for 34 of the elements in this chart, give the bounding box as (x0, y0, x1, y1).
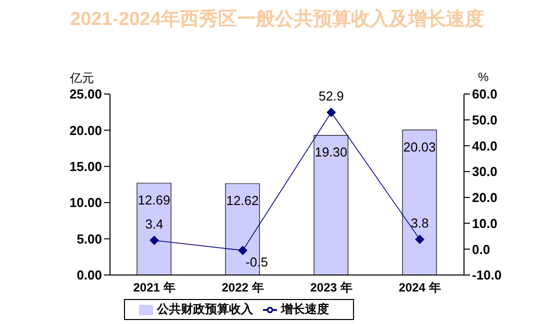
y-tick-label: 15.00 (69, 159, 102, 174)
y-tick-label: 5.00 (76, 231, 102, 246)
x-tick-label: 2021 年 (133, 280, 176, 295)
data-label: 19.30 (314, 144, 348, 160)
y2-tick-label: 20.0 (472, 190, 498, 206)
x-tick-label: 2024 年 (398, 280, 441, 295)
legend-label: 增长速度 (281, 302, 329, 316)
data-label: 3.8 (410, 215, 429, 230)
y-tick-label: 10.00 (69, 195, 102, 210)
point (326, 108, 336, 117)
y2-tick-label: 10.0 (472, 216, 498, 231)
y2-tick-label: 40.0 (472, 138, 498, 154)
y2-tick-label: 30.0 (472, 164, 498, 180)
y2-tick-label: 50.0 (472, 112, 498, 128)
y2-tick-label: 0.0 (472, 242, 490, 257)
x-tick-label: 2023 年 (310, 280, 352, 295)
point (238, 246, 248, 255)
data-label: 12.62 (226, 193, 259, 208)
y-tick-label: 0.00 (76, 268, 102, 283)
data-label: 20.03 (403, 139, 436, 154)
point (150, 236, 159, 245)
y2-tick-label: -10.0 (472, 268, 502, 283)
data-label: 12.69 (138, 192, 170, 208)
y2-axis-title: % (478, 70, 489, 84)
data-label: 52.9 (318, 88, 344, 104)
y-axis-title: 亿元 (70, 70, 94, 87)
y-tick-label: 25.00 (69, 86, 102, 102)
chart-title: 2021-2024年西秀区一般公共预算收入及增长速度 (69, 8, 485, 32)
y-tick-label: 20.00 (69, 122, 102, 138)
x-tick-label: 2022 年 (222, 280, 264, 295)
legend-label: 公共财政预算收入 (157, 302, 253, 316)
y2-tick-label: 60.0 (472, 86, 498, 102)
data-label: 3.4 (145, 216, 164, 232)
point (415, 234, 424, 244)
